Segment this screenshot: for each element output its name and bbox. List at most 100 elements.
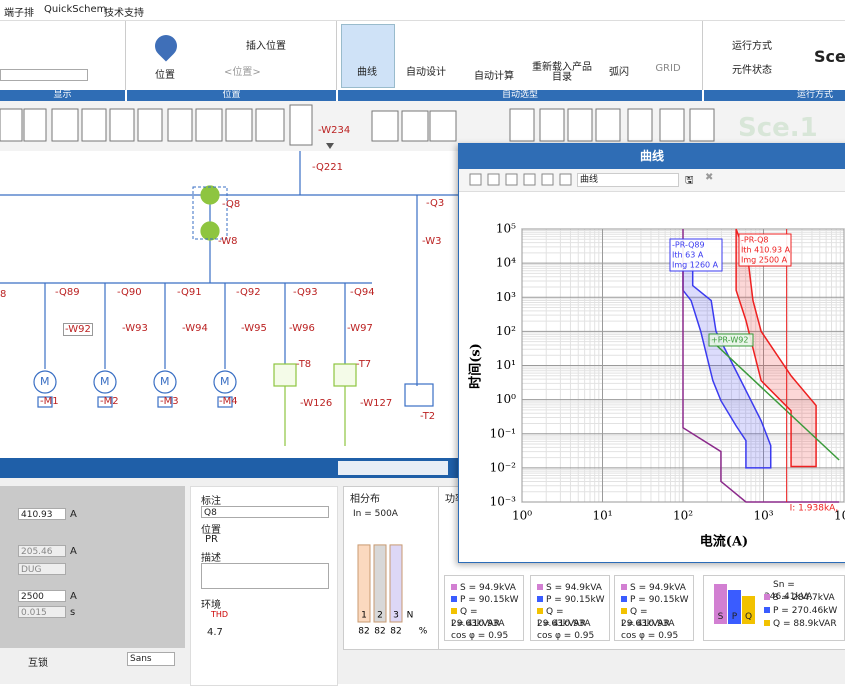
node-label: -W3 [422,236,442,247]
node-label: -W94 [182,323,208,334]
reload-catalog-button[interactable]: 重新载入产品目录 [532,62,592,83]
y-tick-label: 10³ [496,290,516,304]
total-bar-label: Q [744,612,753,622]
marker-label: I: 1.938kA, [790,504,839,514]
node-label: -Q89 [55,287,80,298]
y-axis-label: 时间(s) [468,343,484,389]
tab-icons[interactable] [338,461,448,475]
power-text: cos φ = 0.95 [537,631,595,641]
node-label: -Q94 [350,287,375,298]
power-text: I = 410.93A [451,619,505,629]
node-label: -Q93 [293,287,318,298]
phase-bar [373,544,387,623]
properties-panel: 标注 Q8 位置 PR 描述 环境 THD 4.7 [190,486,338,686]
menu-item[interactable]: QuickSchem [44,4,107,15]
power-text: Q = 29.63kVAR [451,607,500,629]
dialog-title: 曲线 [459,144,845,169]
legend-swatch [621,596,627,602]
curve-line [682,229,840,503]
scenario-watermark: Sce.1 [738,113,818,143]
node-label: -Q90 [117,287,142,298]
curve-button[interactable]: 曲线 [357,67,377,78]
phase-value: 82 [390,627,401,637]
search-box[interactable] [0,69,88,81]
legend-label: -PR-Q89 [672,241,705,250]
node-label: -W8 [218,236,238,247]
legend-swatch [451,608,457,614]
grid-button[interactable]: GRID [655,63,681,74]
node-label: -W126 [300,398,333,409]
phase-bar [389,544,403,623]
insert-position-button[interactable]: 插入位置 [246,41,286,52]
legend-swatch [537,596,543,602]
total-text: P = 270.46kW [773,606,838,616]
y-tick-label: 10⁵ [496,222,516,236]
power-text: P = 90.15kW [630,595,689,605]
description-field[interactable] [201,563,329,589]
unit: s [70,607,76,618]
interlock-label: 互锁 [28,658,48,669]
power-card: S = 94.9kVA P = 90.15kW Q = 29.63kVAR I = 4… [614,575,694,641]
phase-panel: 相分布 In = 500A 1 82 2 82 3 82 N% [343,486,439,650]
operation-mode-button[interactable]: 运行方式 [732,41,772,52]
field[interactable]: 2500 [18,590,66,602]
x-tick-label: 10³ [753,509,773,523]
legend-detail: Img 2500 A [741,256,788,265]
menu-item[interactable]: 技术支持 [104,8,144,19]
power-row: S = 94.9kVA [531,582,609,594]
y-tick-label: 10¹ [496,358,516,372]
x-tick-label: 10⁰ [512,509,532,523]
curve-chart: 10⁰ 10¹ 10² 10³ 10⁴ 10⁻³ 10⁻² 10⁻¹ 10⁰ 10¹ 10² 10³ 1… [468,222,845,550]
power-text: P = 90.15kW [460,595,519,605]
scenario-button[interactable]: Sce [814,47,845,66]
menu-bar: 端子排 QuickSchem 技术支持 [0,0,845,21]
power-row: I = 410.93A [615,618,693,630]
neutral-label: N [407,611,414,621]
curve-button-bg[interactable] [341,24,395,88]
save-button[interactable]: 🖫 [685,175,694,186]
node-label: 8 [0,289,7,300]
unit: A [70,546,77,557]
power-card: S = 94.9kVA P = 90.15kW Q = 29.63kVAR I = 4… [530,575,610,641]
separator [702,21,703,90]
total-bar [728,590,741,624]
node-label: -Q91 [177,287,202,298]
phase-rating: In = 500A [353,509,398,519]
power-row: P = 90.15kW [531,594,609,606]
left-panel: 410.93 A 205.46 A DUG 2500 A 0.015 s [0,486,185,648]
power-card: S P Q Sn = 346.41kVA S = 284.7kVA P = 270.46k… [703,575,845,641]
component-state-button[interactable]: 元件状态 [732,65,772,76]
arc-flash-button[interactable]: 弧闪 [609,67,629,78]
group-label: 显示 [0,90,125,101]
power-row: cos φ = 0.95 [615,630,693,642]
power-row: Q = 29.63kVAR [445,606,523,629]
y-tick-label: 10² [496,324,516,338]
power-text: S = 94.9kVA [630,583,686,593]
legend-swatch [621,608,627,614]
x-axis-label: 电流(A) [700,534,748,550]
legend-swatch [537,584,543,590]
power-row: cos φ = 0.95 [445,630,523,642]
schematic-drawing [0,151,458,446]
legend-detail: Ith 63 A [672,251,704,260]
auto-calc-button[interactable]: 自动计算 [474,71,514,82]
total-bar [742,596,755,624]
power-row: P = 90.15kW [445,594,523,606]
y-tick-label: 10⁴ [496,256,516,270]
field[interactable]: 410.93 [18,508,66,520]
power-row: S = 94.9kVA [445,582,523,594]
prop-value: PR [205,534,218,545]
total-bar [714,584,727,624]
power-text: Q = 29.63kVAR [537,607,586,629]
curve-selector[interactable]: 曲线 [577,173,679,187]
position-button[interactable]: 位置 [155,70,175,81]
font-select[interactable]: Sans [127,652,175,666]
legend-box [669,238,723,272]
curve-band [735,228,817,468]
close-curve-button[interactable]: ✖ [705,172,714,183]
prop-field[interactable]: Q8 [201,506,329,518]
auto-design-button[interactable]: 自动设计 [406,67,446,78]
legend-swatch [764,594,770,600]
menu-item[interactable]: 端子排 [4,8,34,19]
legend-box [708,333,754,347]
